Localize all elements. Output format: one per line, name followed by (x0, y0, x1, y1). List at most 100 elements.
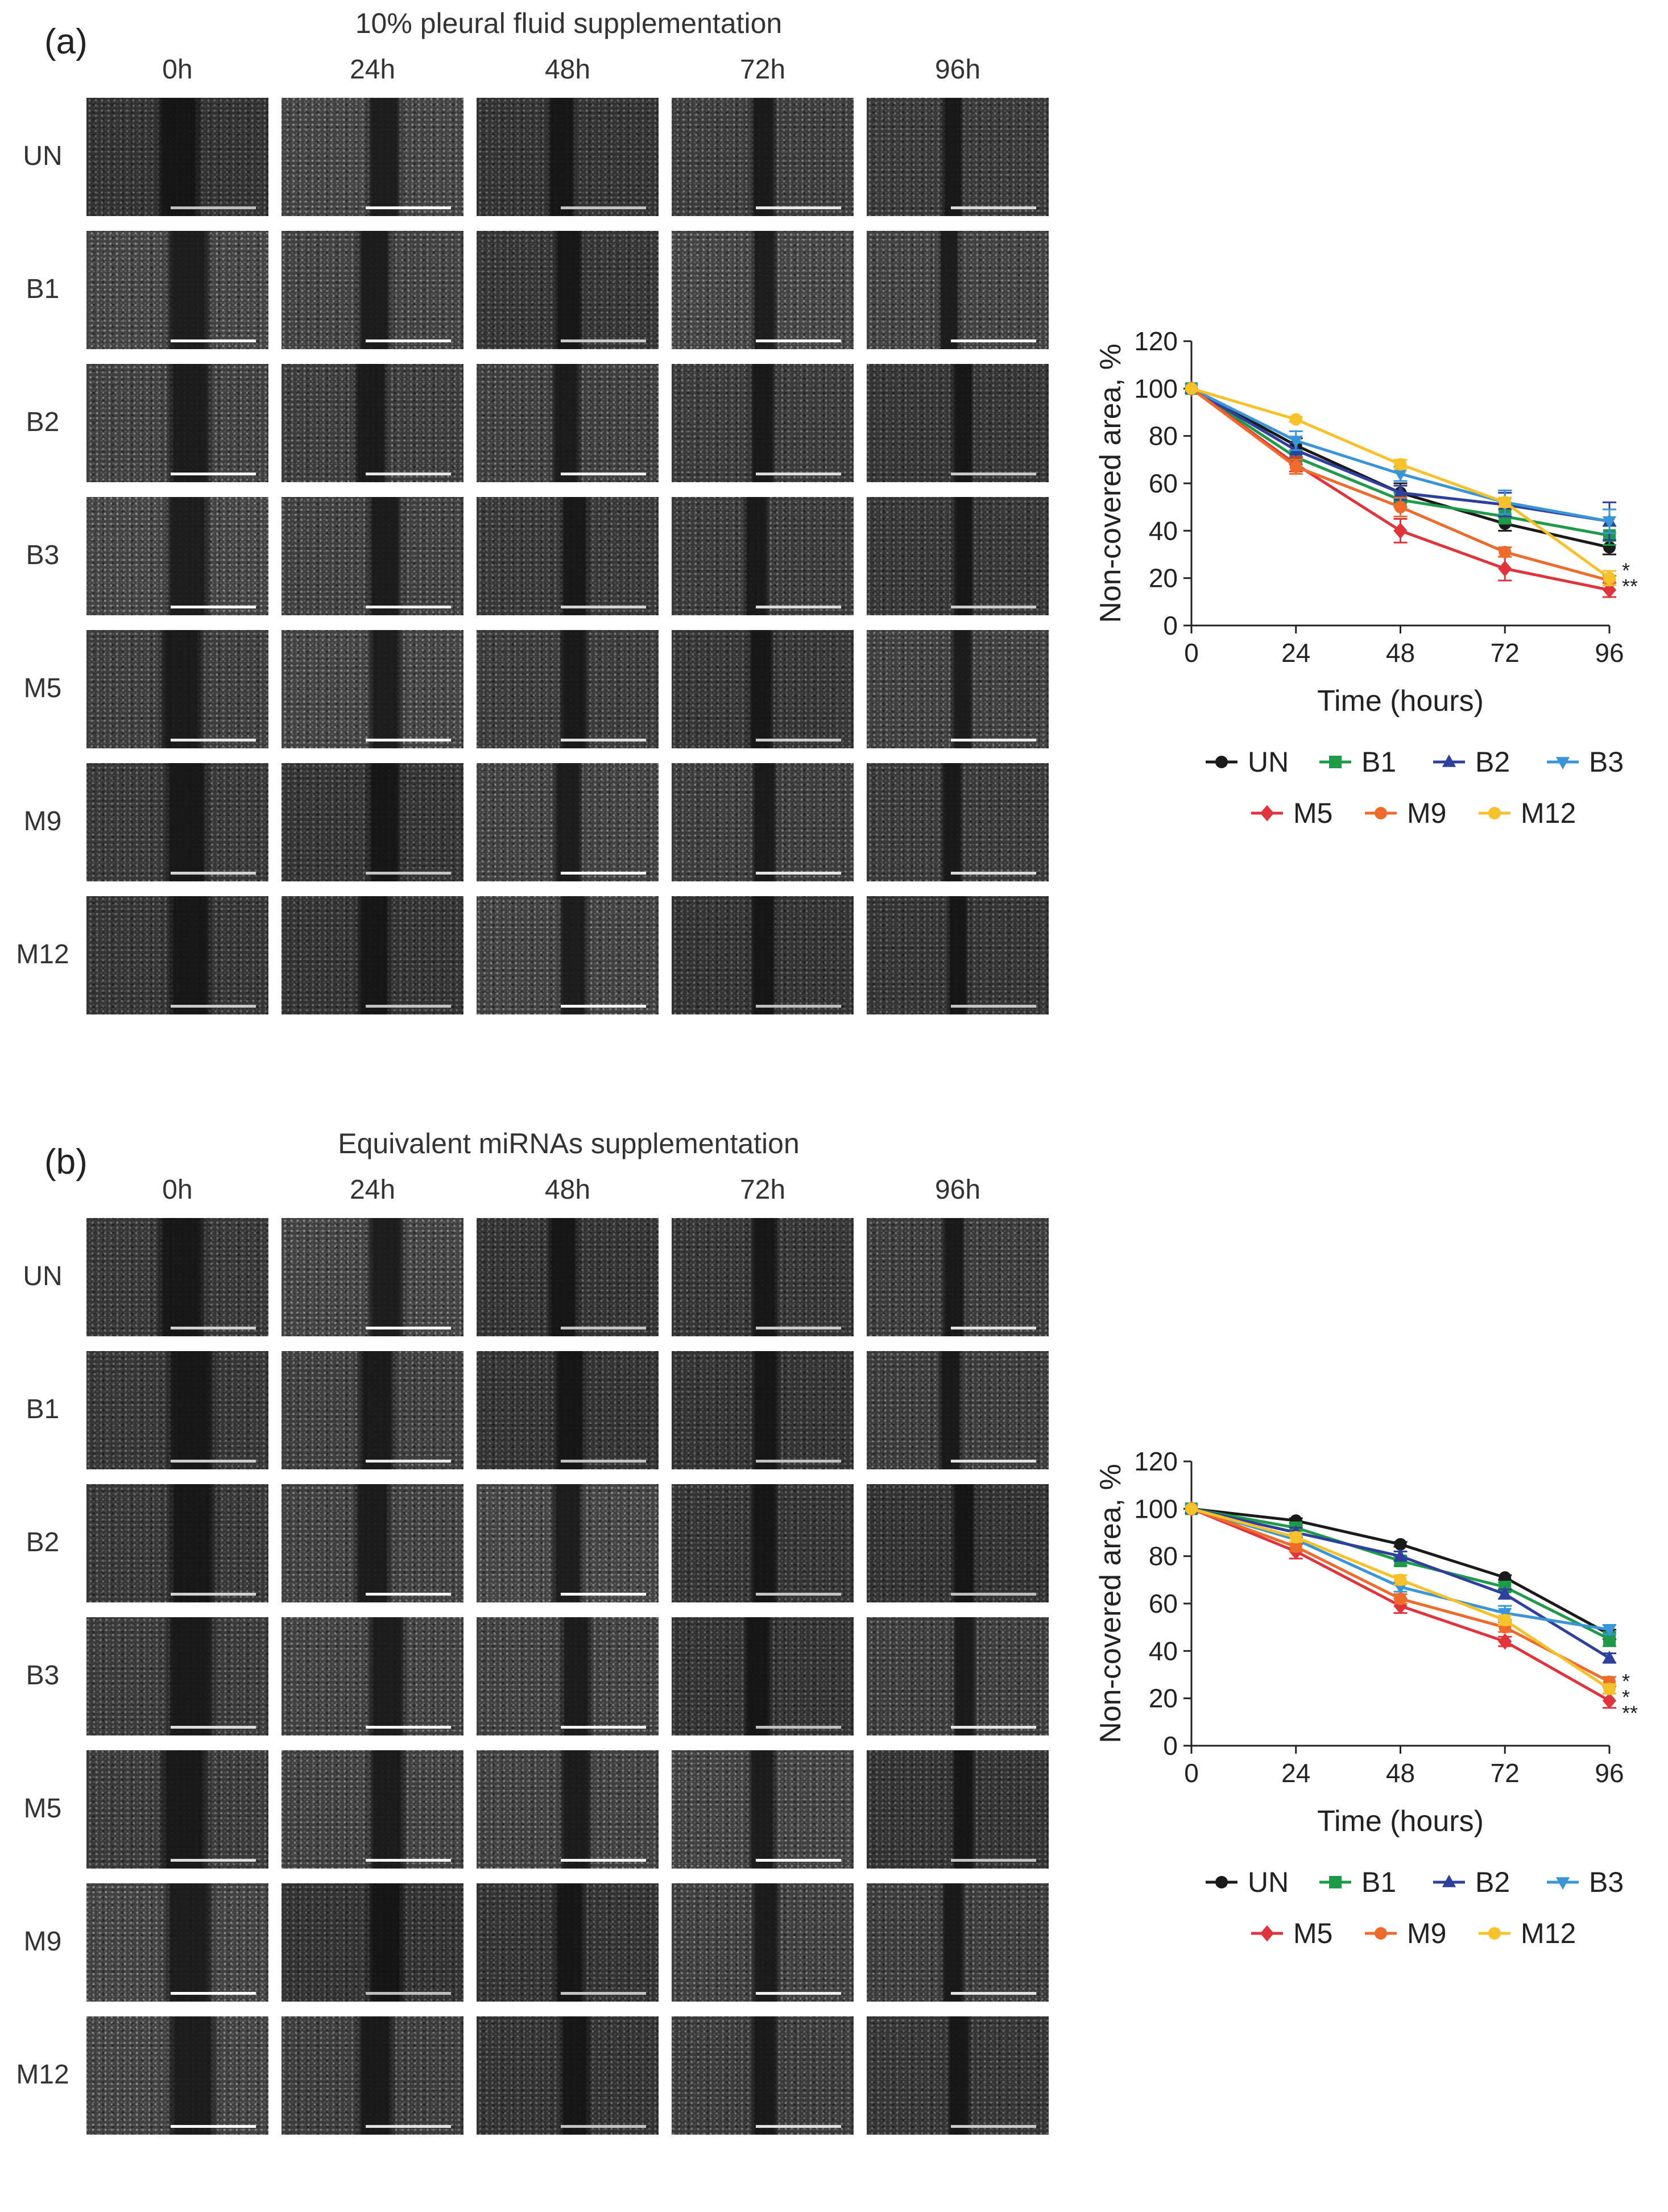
legend-label: UN (1248, 746, 1289, 778)
micrograph (477, 1484, 659, 1602)
micrograph (86, 497, 268, 615)
data-point (1375, 1927, 1387, 1940)
micrograph (86, 1750, 268, 1869)
legend-label: B1 (1361, 1866, 1396, 1898)
scratch-gap (365, 763, 403, 881)
micrograph (86, 1351, 268, 1469)
panel-label: (b) (44, 1142, 88, 1182)
micrograph (477, 231, 659, 349)
scratch-gap (164, 231, 213, 349)
scratch-gap (164, 1617, 217, 1735)
micrograph (282, 1617, 463, 1735)
data-point (1555, 1877, 1570, 1890)
y-tick-label: 120 (1134, 1447, 1178, 1476)
legend-label: B3 (1589, 1866, 1624, 1898)
row-label: B1 (26, 1394, 60, 1424)
data-point (1393, 469, 1408, 482)
y-axis-label: Non-covered area, % (1094, 1464, 1127, 1743)
significance-mark: ** (1622, 1701, 1638, 1725)
micrograph (867, 630, 1049, 748)
micrograph (867, 364, 1049, 482)
micrograph (477, 763, 659, 881)
scale-bar (756, 739, 841, 742)
x-tick-label: 96 (1595, 638, 1624, 668)
legend-label: B1 (1361, 746, 1396, 778)
scratch-gap (951, 364, 975, 482)
scratch-gap (951, 497, 975, 615)
micrograph (672, 763, 854, 881)
data-point (1185, 382, 1198, 395)
significance-mark: * (1622, 1685, 1630, 1709)
data-point (1498, 1586, 1512, 1600)
micrograph (672, 630, 854, 748)
scale-bar (171, 1992, 256, 1995)
scale-bar (756, 1460, 841, 1463)
data-point (1602, 1692, 1617, 1709)
scratch-gap (352, 1484, 394, 1602)
scratch-gap (356, 231, 394, 349)
data-point (1289, 436, 1303, 449)
micrograph (282, 364, 463, 482)
data-point (1375, 807, 1387, 819)
x-axis-label: Time (hours) (1317, 685, 1484, 718)
scratch-gap (165, 2016, 219, 2135)
scratch-gap (158, 630, 206, 748)
scratch-gap (552, 1883, 587, 2002)
panel-label: (a) (44, 22, 88, 61)
scratch-gap (946, 896, 969, 1014)
scale-bar (171, 1593, 256, 1596)
micrograph (477, 1883, 659, 2002)
y-tick-label: 0 (1163, 1731, 1178, 1761)
micrograph (672, 896, 854, 1014)
scale-bar (561, 1460, 646, 1463)
micrograph (672, 231, 854, 349)
micrograph (867, 763, 1049, 881)
scratch-gap (550, 1484, 585, 1602)
row-label: M5 (23, 1793, 62, 1824)
legend-label: UN (1248, 1866, 1289, 1898)
row-label: B1 (26, 274, 60, 304)
row-label: M12 (16, 939, 69, 970)
data-point (1499, 1571, 1512, 1584)
scale-bar (561, 1726, 646, 1729)
scale-bar (366, 473, 451, 475)
x-tick-label: 96 (1595, 1758, 1624, 1788)
scratch-gap (743, 1617, 773, 1735)
scale-bar (561, 206, 646, 209)
scale-bar (561, 1327, 646, 1329)
column-label: 72h (739, 55, 786, 85)
scratch-gap (946, 2016, 971, 2135)
scale-bar (756, 473, 841, 475)
micrograph (477, 364, 659, 482)
scale-bar (951, 1859, 1036, 1862)
column-label: 96h (934, 1175, 981, 1205)
scratch-gap (940, 1883, 966, 2002)
scale-bar (951, 1726, 1036, 1729)
data-point (1603, 571, 1616, 585)
data-point (1394, 458, 1407, 471)
scale-bar (366, 1327, 451, 1329)
data-point (1394, 1538, 1407, 1551)
scale-bar (171, 739, 256, 742)
micrograph (86, 1617, 268, 1735)
data-point (1289, 460, 1302, 473)
data-point (1260, 1925, 1274, 1942)
scale-bar (171, 1460, 256, 1463)
micrograph (477, 98, 659, 216)
scratch-gap (552, 1351, 587, 1469)
scratch-gap (550, 364, 582, 482)
micrograph (867, 896, 1049, 1014)
data-point (1499, 496, 1512, 509)
scratch-gap (750, 1351, 781, 1469)
scratch-gap (365, 1218, 407, 1336)
scratch-gap (545, 98, 577, 216)
scale-bar (951, 872, 1036, 875)
scratch-gap (950, 630, 974, 748)
scale-bar (171, 339, 256, 342)
data-point (1329, 1876, 1342, 1888)
scratch-gap (366, 1750, 408, 1869)
scratch-gap (552, 231, 584, 349)
data-point (1329, 756, 1342, 768)
scratch-gap (749, 364, 777, 482)
micrograph (86, 98, 268, 216)
